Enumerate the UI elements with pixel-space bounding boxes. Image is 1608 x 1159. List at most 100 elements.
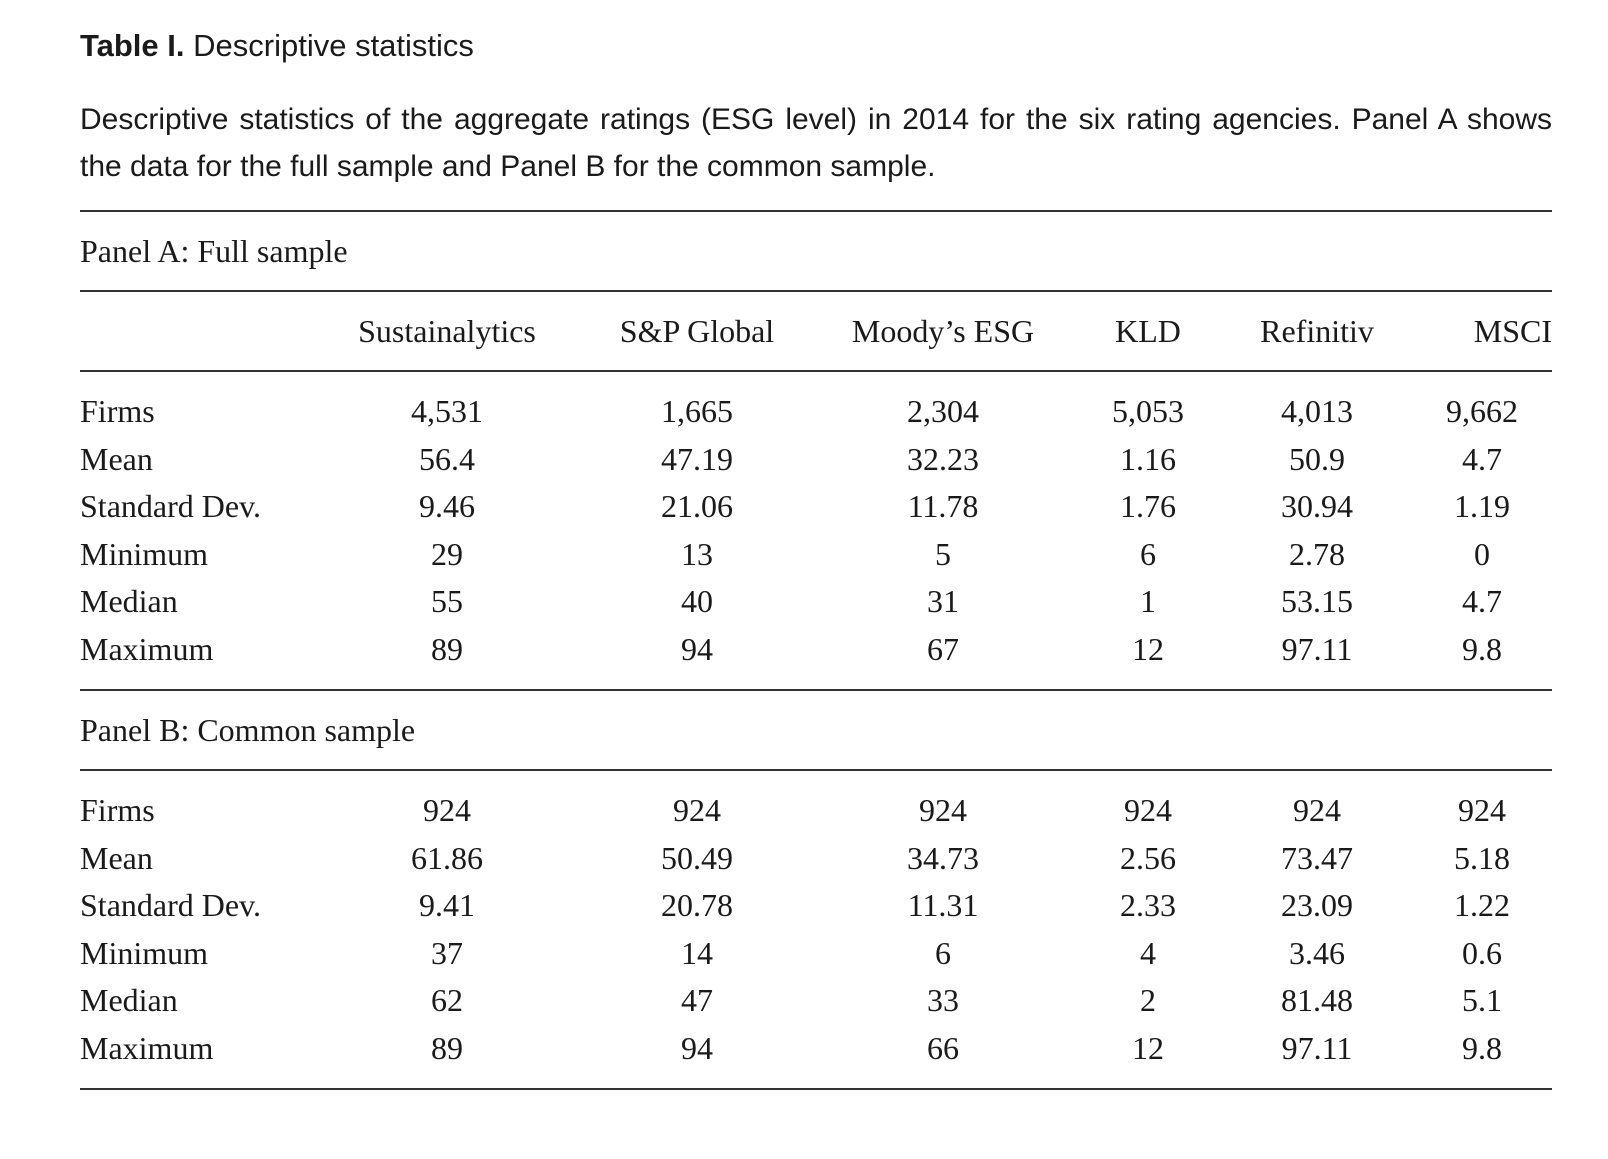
table-cell: 89 bbox=[431, 630, 463, 667]
table-cell: 9,662 bbox=[1446, 393, 1518, 430]
panel-b-title: Panel B: Common sample bbox=[80, 712, 416, 748]
table-cell: 9.8 bbox=[1462, 1029, 1502, 1066]
bottom-rule bbox=[80, 1088, 1552, 1090]
panel-a-rule bbox=[80, 290, 1552, 292]
column-header: Moody’s ESG bbox=[851, 312, 1035, 349]
table-cell: 5.18 bbox=[1454, 839, 1510, 876]
table-cell: 20.78 bbox=[661, 887, 733, 924]
column-header: Sustainalytics bbox=[358, 312, 536, 349]
table-cell: 924 bbox=[919, 792, 967, 829]
table-cell: 13 bbox=[681, 535, 713, 572]
table-cell: 1.22 bbox=[1454, 887, 1510, 924]
table-row: Standard Dev. 9.41 20.78 11.31 2.33 23.0… bbox=[80, 882, 1552, 930]
table-cell: 0.6 bbox=[1462, 934, 1502, 971]
table-cell: 4,531 bbox=[411, 393, 483, 430]
statistics-table-panel-a: Sustainalytics S&P Global Moody’s ESG KL… bbox=[80, 292, 1552, 689]
table-cell: 94 bbox=[681, 1029, 713, 1066]
table-cell: 4.7 bbox=[1462, 583, 1502, 620]
table-description: Descriptive statistics of the aggregate … bbox=[80, 103, 1552, 183]
table-cell: 11.78 bbox=[907, 488, 979, 525]
table-cell: 5.1 bbox=[1462, 982, 1502, 1019]
row-label: Maximum bbox=[80, 630, 214, 667]
column-header-empty bbox=[80, 292, 312, 371]
table-cell: 21.06 bbox=[661, 488, 733, 525]
table-cell: 0 bbox=[1474, 535, 1490, 572]
table-cell: 4,013 bbox=[1281, 393, 1353, 430]
row-label: Standard Dev. bbox=[80, 887, 261, 924]
table-cell: 924 bbox=[423, 792, 471, 829]
table-cell: 47.19 bbox=[661, 440, 733, 477]
table-cell: 55 bbox=[431, 583, 463, 620]
table-row: Standard Dev. 9.46 21.06 11.78 1.76 30.9… bbox=[80, 483, 1552, 531]
table-row: Minimum 29 13 5 6 2.78 0 bbox=[80, 531, 1552, 579]
row-label: Minimum bbox=[80, 934, 209, 971]
column-header: Refinitiv bbox=[1260, 312, 1374, 349]
table-cell: 9.46 bbox=[419, 488, 475, 525]
panel-b-rule bbox=[80, 769, 1552, 771]
table-cell: 5 bbox=[935, 535, 951, 572]
table-cell: 6 bbox=[1140, 535, 1156, 572]
column-header: MSCI bbox=[1473, 312, 1552, 349]
row-label: Maximum bbox=[80, 1029, 214, 1066]
table-row: Median 62 47 33 2 81.48 5.1 bbox=[80, 977, 1552, 1025]
table-row: Minimum 37 14 6 4 3.46 0.6 bbox=[80, 930, 1552, 978]
top-rule bbox=[80, 210, 1552, 212]
table-cell: 2.33 bbox=[1120, 887, 1176, 924]
table-cell: 924 bbox=[673, 792, 721, 829]
panel-b-body: Firms 924 924 924 924 924 924 Mean 61.86… bbox=[80, 771, 1552, 1088]
table-cell: 94 bbox=[681, 630, 713, 667]
table-cell: 61.86 bbox=[411, 839, 483, 876]
table-cell: 11.31 bbox=[907, 887, 979, 924]
row-label: Minimum bbox=[80, 535, 209, 572]
table-row: Median 55 40 31 1 53.15 4.7 bbox=[80, 578, 1552, 626]
table-cell: 1,665 bbox=[661, 393, 733, 430]
panel-a-title: Panel A: Full sample bbox=[80, 233, 348, 269]
table-caption-title: Table I. Descriptive statistics bbox=[80, 26, 1552, 66]
table-cell: 34.73 bbox=[907, 839, 979, 876]
table-cell: 66 bbox=[927, 1029, 959, 1066]
table-cell: 2,304 bbox=[907, 393, 979, 430]
table-cell: 50.49 bbox=[661, 839, 733, 876]
table-cell: 924 bbox=[1293, 792, 1341, 829]
table-cell: 9.41 bbox=[419, 887, 475, 924]
table-cell: 97.11 bbox=[1281, 1029, 1353, 1066]
table-cell: 1 bbox=[1140, 583, 1156, 620]
table-cell: 6 bbox=[935, 934, 951, 971]
table-cell: 1.19 bbox=[1454, 488, 1510, 525]
table-cell: 40 bbox=[681, 583, 713, 620]
table-cell: 5,053 bbox=[1112, 393, 1184, 430]
table-cell: 924 bbox=[1124, 792, 1172, 829]
table-cell: 2.78 bbox=[1289, 535, 1345, 572]
panel-b-top-rule bbox=[80, 689, 1552, 691]
table-cell: 9.8 bbox=[1462, 630, 1502, 667]
table-row: Maximum 89 94 66 12 97.11 9.8 bbox=[80, 1025, 1552, 1073]
table-row: Mean 56.4 47.19 32.23 1.16 50.9 4.7 bbox=[80, 436, 1552, 484]
table-row: Firms 924 924 924 924 924 924 bbox=[80, 787, 1552, 835]
table-cell: 47 bbox=[681, 982, 713, 1019]
column-header: KLD bbox=[1115, 312, 1181, 349]
table-number: Table I. bbox=[80, 28, 185, 63]
row-label: Median bbox=[80, 982, 178, 1019]
row-label: Mean bbox=[80, 839, 153, 876]
table-cell: 29 bbox=[431, 535, 463, 572]
table-cell: 924 bbox=[1458, 792, 1506, 829]
table-cell: 53.15 bbox=[1281, 583, 1353, 620]
table-cell: 4.7 bbox=[1462, 440, 1502, 477]
table-cell: 73.47 bbox=[1281, 839, 1353, 876]
panel-a-body: Firms 4,531 1,665 2,304 5,053 4,013 9,66… bbox=[80, 371, 1552, 689]
table-container: Table I. Descriptive statistics Descript… bbox=[80, 26, 1552, 1090]
table-cell: 1.16 bbox=[1120, 440, 1176, 477]
table-cell: 81.48 bbox=[1281, 982, 1353, 1019]
table-cell: 12 bbox=[1132, 630, 1164, 667]
row-label: Firms bbox=[80, 792, 155, 829]
table-cell: 31 bbox=[927, 583, 959, 620]
row-label: Standard Dev. bbox=[80, 488, 261, 525]
table-row: Maximum 89 94 67 12 97.11 9.8 bbox=[80, 626, 1552, 674]
table-cell: 23.09 bbox=[1281, 887, 1353, 924]
table-title: Descriptive statistics bbox=[193, 28, 474, 63]
table-row: Mean 61.86 50.49 34.73 2.56 73.47 5.18 bbox=[80, 835, 1552, 883]
table-cell: 33 bbox=[927, 982, 959, 1019]
table-cell: 89 bbox=[431, 1029, 463, 1066]
table-cell: 12 bbox=[1132, 1029, 1164, 1066]
table-cell: 2.56 bbox=[1120, 839, 1176, 876]
